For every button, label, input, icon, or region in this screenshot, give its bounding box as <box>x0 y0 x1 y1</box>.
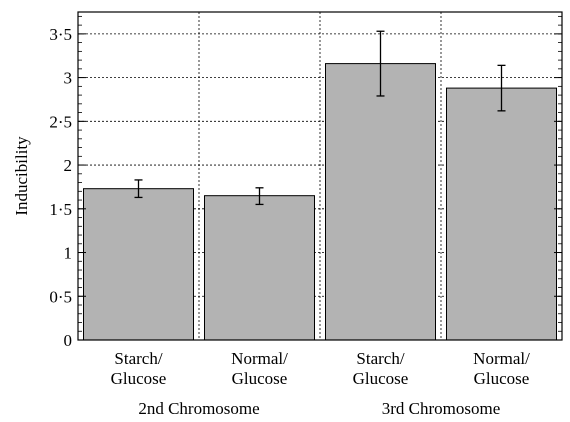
y-axis-ticks: 0 0·5 1 1·5 2 2·5 3 3·5 <box>49 15 562 350</box>
y-tick-label: 3·5 <box>49 25 72 44</box>
bar <box>83 188 194 341</box>
bar <box>446 87 557 341</box>
y-tick-label: 2·5 <box>49 112 72 131</box>
x-tick-label-line2: Glucose <box>111 369 167 388</box>
bars <box>83 63 557 341</box>
x-tick-label-line1: Starch/ <box>356 349 404 368</box>
y-tick-label: 3 <box>64 69 73 88</box>
y-axis-label: Inducibility <box>12 136 31 216</box>
bar <box>325 63 436 341</box>
y-tick-label: 2 <box>64 156 73 175</box>
y-tick-label: 0·5 <box>49 287 72 306</box>
y-tick-label: 1 <box>64 244 73 263</box>
y-tick-label: 1·5 <box>49 200 72 219</box>
x-axis-labels: Starch/GlucoseNormal/GlucoseStarch/Gluco… <box>111 349 530 418</box>
x-tick-label-line1: Starch/ <box>114 349 162 368</box>
x-group-label: 3rd Chromosome <box>382 399 501 418</box>
error-bars <box>134 30 506 206</box>
x-tick-label-line1: Normal/ <box>473 349 530 368</box>
bar <box>204 195 315 341</box>
x-group-label: 2nd Chromosome <box>138 399 259 418</box>
plot-frame <box>77 11 563 341</box>
x-tick-label-line2: Glucose <box>232 369 288 388</box>
x-tick-label-line2: Glucose <box>353 369 409 388</box>
x-tick-label-line2: Glucose <box>474 369 530 388</box>
grid-lines <box>78 12 562 340</box>
y-tick-label: 0 <box>64 331 73 350</box>
x-tick-label-line1: Normal/ <box>231 349 288 368</box>
